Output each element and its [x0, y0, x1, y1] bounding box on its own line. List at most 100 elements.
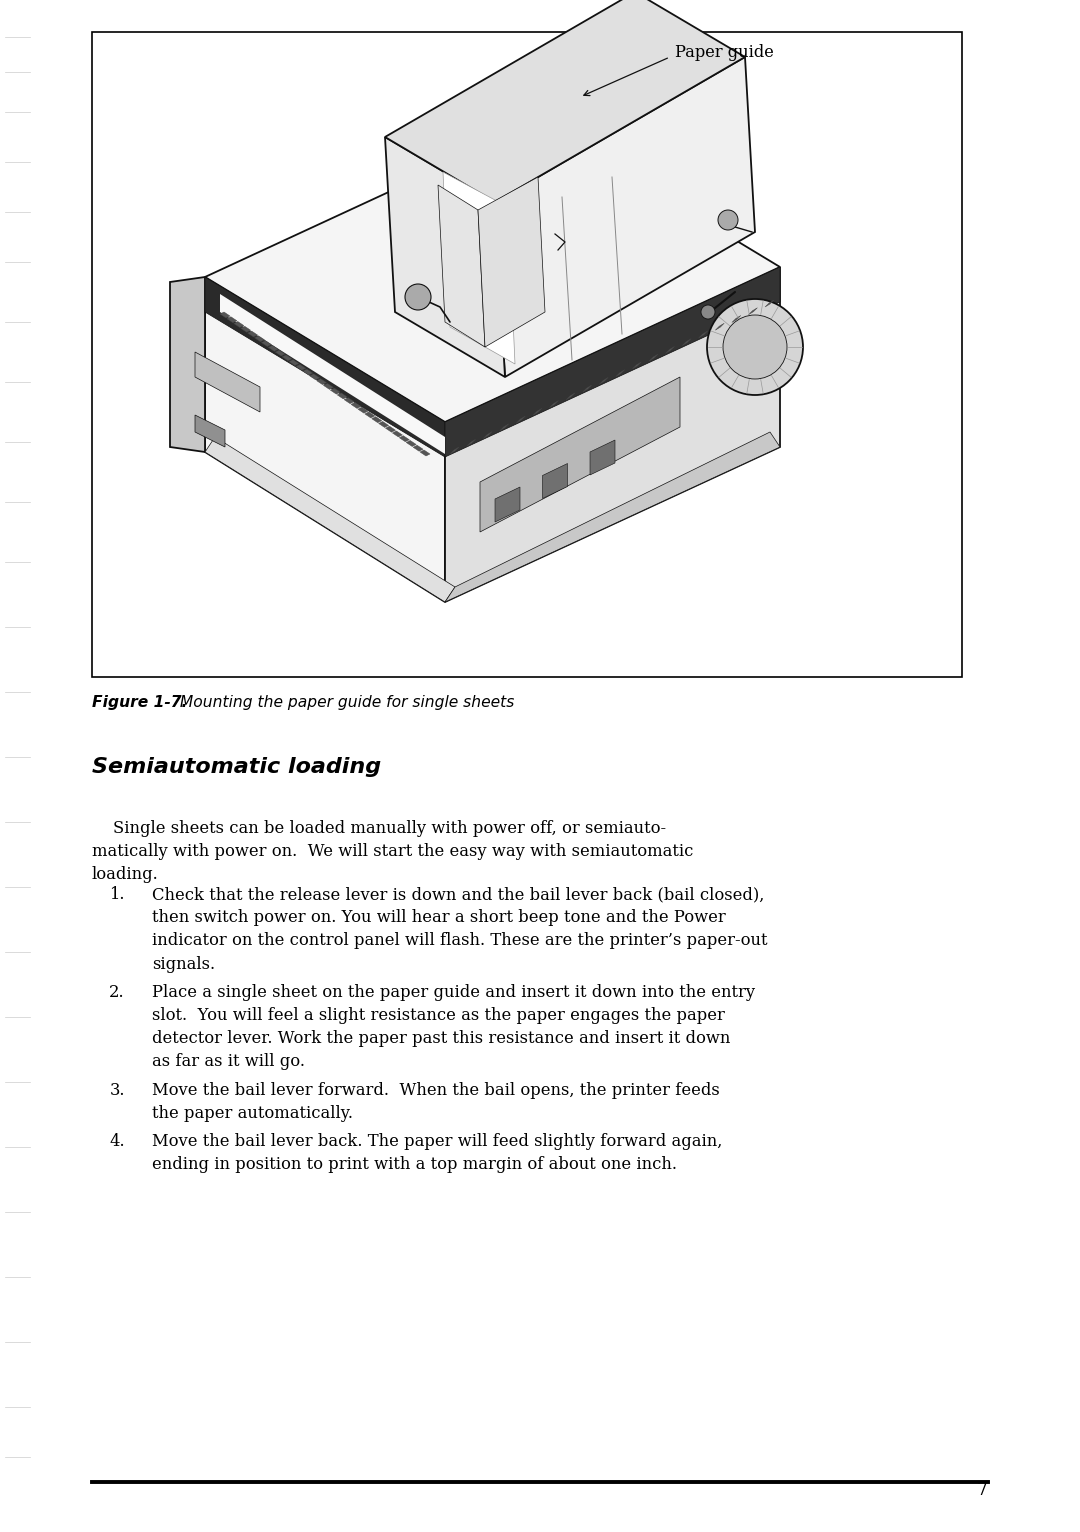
Polygon shape [392, 430, 403, 437]
Polygon shape [330, 388, 340, 394]
Polygon shape [765, 300, 774, 306]
Polygon shape [582, 385, 592, 392]
Polygon shape [357, 408, 368, 414]
Text: 7: 7 [976, 1481, 988, 1498]
Polygon shape [699, 331, 707, 339]
Polygon shape [379, 421, 389, 427]
Circle shape [701, 305, 715, 319]
Text: as far as it will go.: as far as it will go. [152, 1054, 305, 1071]
Polygon shape [233, 322, 244, 328]
Text: detector lever. Work the paper past this resistance and insert it down: detector lever. Work the paper past this… [152, 1030, 730, 1048]
Polygon shape [550, 400, 558, 408]
Polygon shape [443, 172, 515, 365]
Polygon shape [220, 294, 445, 453]
Polygon shape [406, 441, 416, 446]
Circle shape [718, 210, 738, 230]
Polygon shape [302, 369, 313, 375]
Text: Figure 1-7.: Figure 1-7. [92, 696, 187, 709]
Polygon shape [195, 415, 225, 447]
Polygon shape [337, 392, 348, 398]
Polygon shape [715, 323, 725, 331]
Polygon shape [296, 365, 306, 371]
Polygon shape [205, 437, 455, 602]
Polygon shape [516, 417, 525, 423]
Polygon shape [316, 378, 326, 385]
Text: then switch power on. You will hear a short beep tone and the Power: then switch power on. You will hear a sh… [152, 908, 726, 927]
Polygon shape [478, 178, 545, 348]
Text: loading.: loading. [92, 867, 159, 884]
Polygon shape [445, 267, 780, 457]
Polygon shape [732, 316, 741, 322]
Polygon shape [467, 440, 475, 446]
Polygon shape [495, 57, 755, 377]
Polygon shape [400, 435, 409, 441]
Text: Semiautomatic loading: Semiautomatic loading [92, 757, 381, 777]
Text: Paper guide: Paper guide [675, 43, 773, 60]
Polygon shape [275, 351, 285, 355]
Polygon shape [310, 374, 320, 380]
Circle shape [405, 283, 431, 309]
Polygon shape [414, 446, 423, 452]
Polygon shape [205, 277, 445, 602]
Text: ending in position to print with a top margin of about one inch.: ending in position to print with a top m… [152, 1157, 677, 1174]
Text: the paper automatically.: the paper automatically. [152, 1105, 353, 1121]
Bar [92, 32, 962, 677]
Polygon shape [289, 360, 299, 366]
Polygon shape [255, 336, 265, 342]
Text: 3.: 3. [109, 1082, 125, 1098]
Polygon shape [445, 267, 780, 602]
Polygon shape [542, 464, 567, 498]
Text: signals.: signals. [152, 956, 215, 973]
Polygon shape [450, 447, 459, 453]
Polygon shape [445, 432, 780, 602]
Polygon shape [282, 355, 292, 362]
Polygon shape [195, 352, 260, 412]
Text: Check that the release lever is down and the bail lever back (bail closed),: Check that the release lever is down and… [152, 885, 765, 902]
Text: slot.  You will feel a slight resistance as the paper engages the paper: slot. You will feel a slight resistance … [152, 1007, 725, 1023]
Polygon shape [351, 403, 361, 409]
Polygon shape [365, 412, 375, 418]
Polygon shape [384, 0, 745, 202]
Polygon shape [683, 339, 691, 346]
Text: 4.: 4. [109, 1134, 125, 1151]
Text: 1.: 1. [109, 885, 125, 902]
Polygon shape [500, 424, 509, 430]
Circle shape [707, 299, 804, 395]
Polygon shape [268, 345, 279, 351]
Polygon shape [532, 409, 542, 415]
Text: Place a single sheet on the paper guide and insert it down into the entry: Place a single sheet on the paper guide … [152, 984, 755, 1000]
Text: Single sheets can be loaded manually with power off, or semiauto-: Single sheets can be loaded manually wit… [92, 820, 666, 836]
Polygon shape [480, 377, 680, 532]
Text: matically with power on.  We will start the easy way with semiautomatic: matically with power on. We will start t… [92, 843, 693, 859]
Text: Move the bail lever forward.  When the bail opens, the printer feeds: Move the bail lever forward. When the ba… [152, 1082, 719, 1098]
Polygon shape [323, 383, 334, 389]
Polygon shape [241, 326, 251, 332]
Polygon shape [483, 432, 492, 438]
Polygon shape [384, 136, 505, 377]
Text: 2.: 2. [109, 984, 125, 1000]
Polygon shape [495, 487, 519, 522]
Polygon shape [566, 392, 575, 400]
Polygon shape [649, 354, 658, 362]
Polygon shape [227, 317, 237, 323]
Polygon shape [386, 426, 395, 432]
Polygon shape [599, 377, 608, 385]
Polygon shape [261, 340, 271, 346]
Polygon shape [633, 362, 642, 369]
Polygon shape [748, 308, 757, 314]
Polygon shape [205, 277, 445, 457]
Polygon shape [616, 369, 625, 377]
Polygon shape [170, 277, 205, 452]
Polygon shape [247, 331, 258, 337]
Polygon shape [590, 440, 615, 475]
Polygon shape [205, 123, 780, 421]
Text: Mounting the paper guide for single sheets: Mounting the paper guide for single shee… [175, 696, 514, 709]
Polygon shape [345, 398, 354, 403]
Circle shape [723, 316, 787, 378]
Polygon shape [438, 185, 485, 348]
Polygon shape [420, 450, 430, 457]
Text: indicator on the control panel will flash. These are the printer’s paper-out: indicator on the control panel will flas… [152, 933, 768, 950]
Polygon shape [220, 313, 230, 319]
Polygon shape [665, 346, 675, 354]
Text: Move the bail lever back. The paper will feed slightly forward again,: Move the bail lever back. The paper will… [152, 1134, 723, 1151]
